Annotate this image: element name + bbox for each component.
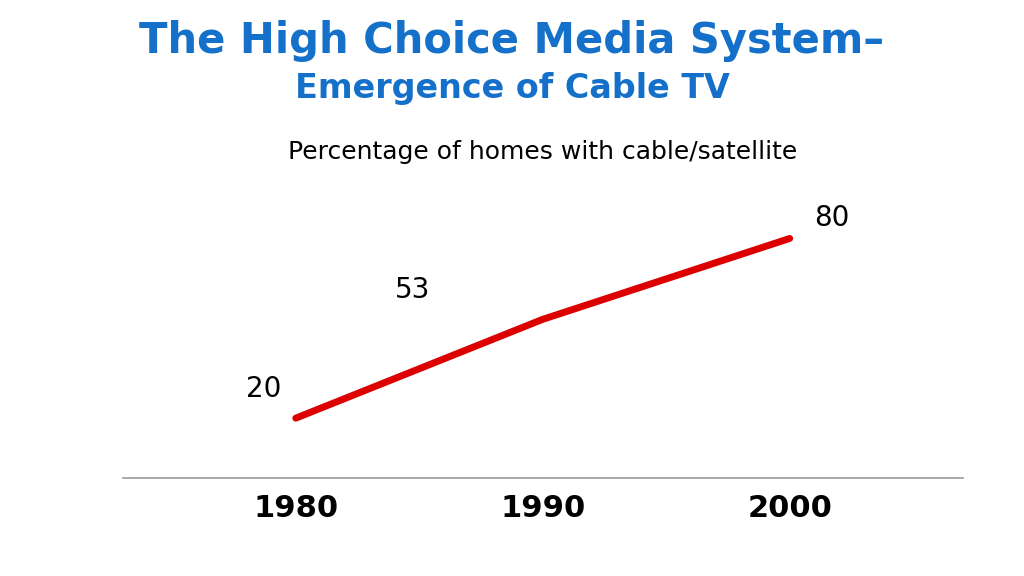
- Text: 53: 53: [394, 276, 430, 304]
- Text: 20: 20: [247, 375, 282, 403]
- Text: 80: 80: [814, 204, 850, 233]
- Text: Emergence of Cable TV: Emergence of Cable TV: [295, 72, 729, 105]
- Title: Percentage of homes with cable/satellite: Percentage of homes with cable/satellite: [288, 140, 798, 164]
- Text: The High Choice Media System–: The High Choice Media System–: [139, 20, 885, 62]
